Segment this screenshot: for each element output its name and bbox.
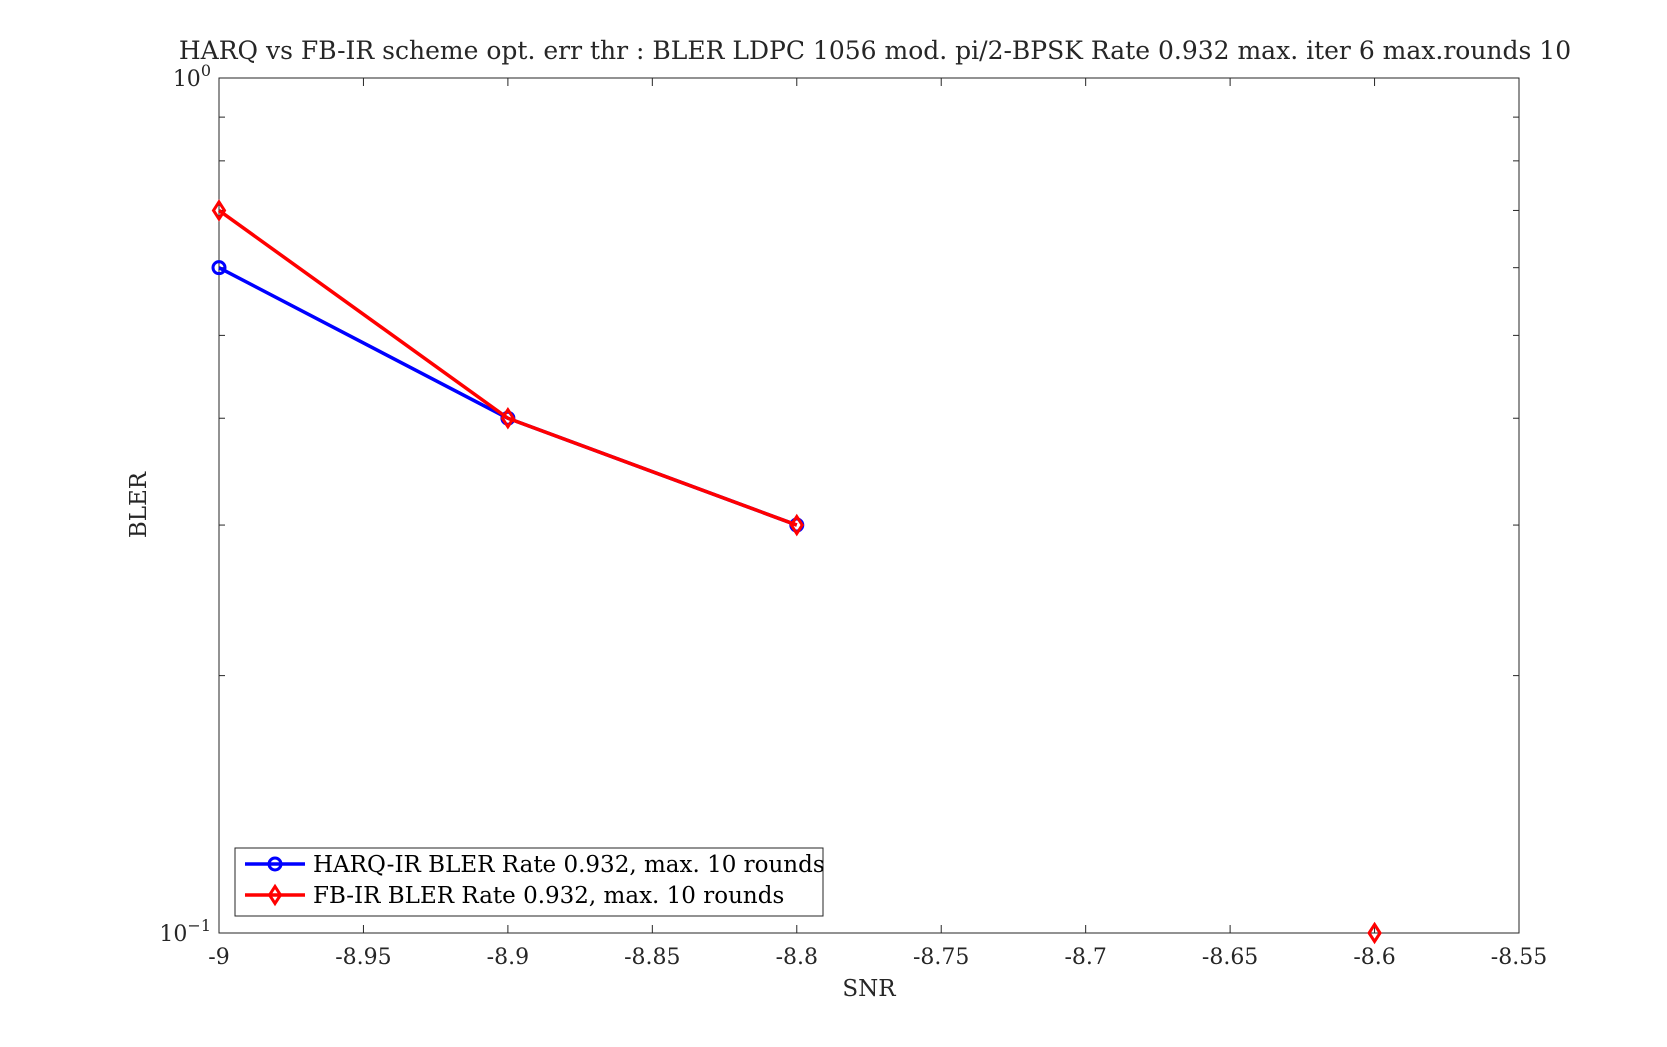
y-tick-labels: 100 10−1 xyxy=(159,61,211,947)
y-axis-label: BLER xyxy=(126,471,152,538)
legend-box xyxy=(234,847,824,917)
x-tick-label: -8.9 xyxy=(487,945,529,970)
legend-entry: FB-IR BLER Rate 0.932, max. 10 rounds xyxy=(245,883,784,909)
plot-area xyxy=(218,77,1520,934)
x-tick-label: -8.6 xyxy=(1353,945,1395,970)
legend-marker xyxy=(267,856,283,872)
series-2 xyxy=(211,199,1382,945)
x-tick-label: -8.8 xyxy=(776,945,818,970)
y-tick-label: 10−1 xyxy=(159,916,211,947)
data-point xyxy=(500,406,516,430)
x-tick-label: -8.7 xyxy=(1064,945,1106,970)
x-tick-label: -8.75 xyxy=(913,945,969,970)
legend: HARQ-IR BLER Rate 0.932, max. 10 rounds F… xyxy=(234,847,825,917)
x-tick-label: -8.85 xyxy=(624,945,680,970)
legend-label: HARQ-IR BLER Rate 0.932, max. 10 rounds xyxy=(313,852,825,878)
axis-ticks xyxy=(218,77,1520,934)
x-tick-label: -8.55 xyxy=(1491,945,1547,970)
data-point xyxy=(211,260,227,276)
x-tick-labels: -9 -8.95 -8.9 -8.85 -8.8 -8.75 -8.7 -8.65 -8.6 -8… xyxy=(208,945,1547,970)
legend-entry: HARQ-IR BLER Rate 0.932, max. 10 rounds xyxy=(245,852,825,878)
data-point xyxy=(211,199,227,222)
x-tick-label: -8.65 xyxy=(1202,945,1258,970)
y-tick-label: 100 xyxy=(173,61,211,92)
x-tick-label: -9 xyxy=(208,945,229,970)
series-line xyxy=(217,209,798,527)
legend-label: FB-IR BLER Rate 0.932, max. 10 rounds xyxy=(313,883,784,909)
chart-title: HARQ vs FB-IR scheme opt. err thr : BLER… xyxy=(179,36,1571,65)
series-layer xyxy=(211,199,1382,945)
data-point xyxy=(1367,921,1382,945)
x-tick-label: -8.95 xyxy=(335,945,391,970)
legend-marker xyxy=(267,883,283,907)
x-axis-label: SNR xyxy=(842,976,896,1002)
data-point xyxy=(789,513,805,537)
